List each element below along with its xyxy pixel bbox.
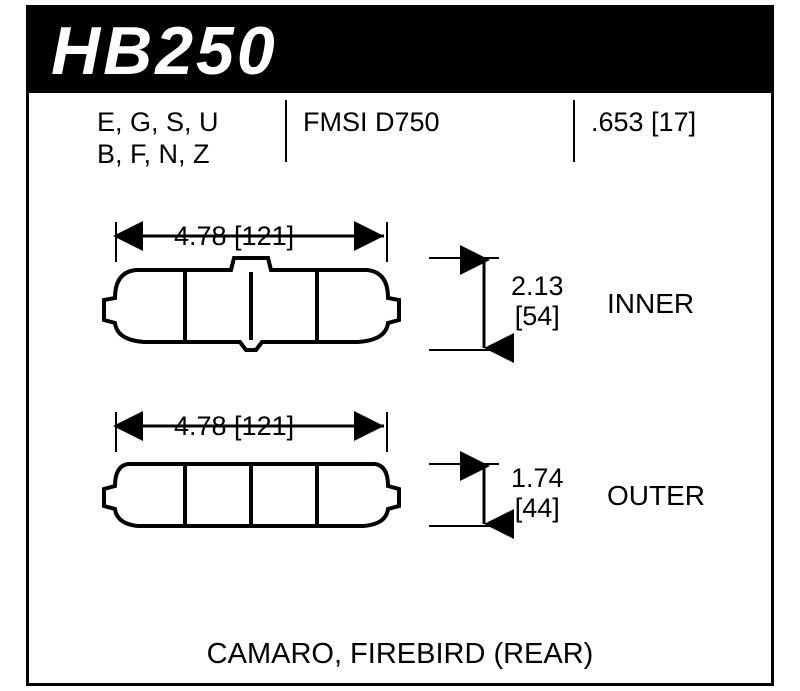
diagram-frame: HB250 E, G, S, U B, F, N, Z FMSI D750 .6… — [26, 5, 774, 686]
inner-height-line2: [54] — [515, 301, 560, 331]
outer-name: OUTER — [607, 480, 705, 512]
footer-text: CAMARO, FIREBIRD (REAR) — [29, 638, 771, 671]
outer-height-line1: 1.74 — [511, 463, 564, 493]
spec-codes-line2: B, F, N, Z — [97, 138, 210, 170]
diagram-svg — [29, 208, 777, 638]
spec-codes-line1: E, G, S, U — [97, 106, 219, 138]
part-number: HB250 — [51, 12, 278, 90]
outer-height-line2: [44] — [515, 493, 560, 523]
outer-width-label: 4.78 [121] — [174, 412, 294, 442]
inner-width-label: 4.78 [121] — [174, 222, 294, 252]
spec-thickness: .653 [17] — [591, 106, 696, 138]
inner-height-line1: 2.13 — [511, 271, 564, 301]
spec-divider-2 — [573, 100, 575, 162]
spec-divider-1 — [285, 100, 287, 162]
header-bar: HB250 — [29, 8, 771, 93]
spec-fmsi: FMSI D750 — [303, 106, 440, 138]
diagram-area: 4.78 [121] 2.13 [54] INNER 4.78 [121] 1.… — [29, 208, 771, 638]
inner-name: INNER — [607, 288, 694, 320]
spec-row: E, G, S, U B, F, N, Z FMSI D750 .653 [17… — [29, 100, 771, 190]
